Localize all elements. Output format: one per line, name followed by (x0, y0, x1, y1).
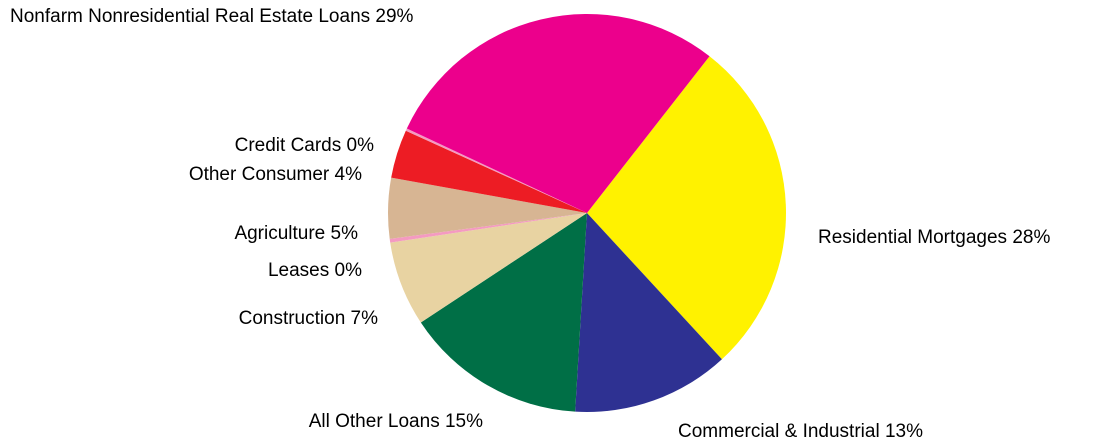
pie-slice-other-consumer (391, 130, 587, 213)
pie-slice-leases (389, 213, 587, 243)
slice-label-credit-cards: Credit Cards 0% (235, 135, 374, 156)
pie-slice-commercial-industrial (575, 213, 722, 413)
slice-label-other-consumer: Other Consumer 4% (189, 164, 362, 185)
slice-label-commercial-industrial: Commercial & Industrial 13% (678, 421, 923, 442)
slice-label-leases: Leases 0% (268, 260, 362, 281)
slice-label-nonfarm-nonresidential: Nonfarm Nonresidential Real Estate Loans… (10, 6, 414, 27)
pie-slice-construction (390, 213, 587, 323)
pie-slice-all-other-loans (420, 213, 587, 412)
pie-slice-agriculture (388, 177, 587, 239)
pie-slice-credit-cards (405, 128, 587, 213)
slice-label-construction: Construction 7% (239, 308, 379, 329)
pie-slice-residential-mortgages (587, 56, 786, 360)
slice-label-residential-mortgages: Residential Mortgages 28% (818, 227, 1050, 248)
pie-slices (388, 14, 786, 413)
pie-slice-nonfarm-nonresidential-real-estate-loans (406, 14, 710, 213)
slice-label-agriculture: Agriculture 5% (234, 223, 358, 244)
slice-label-all-other-loans: All Other Loans 15% (309, 411, 483, 432)
